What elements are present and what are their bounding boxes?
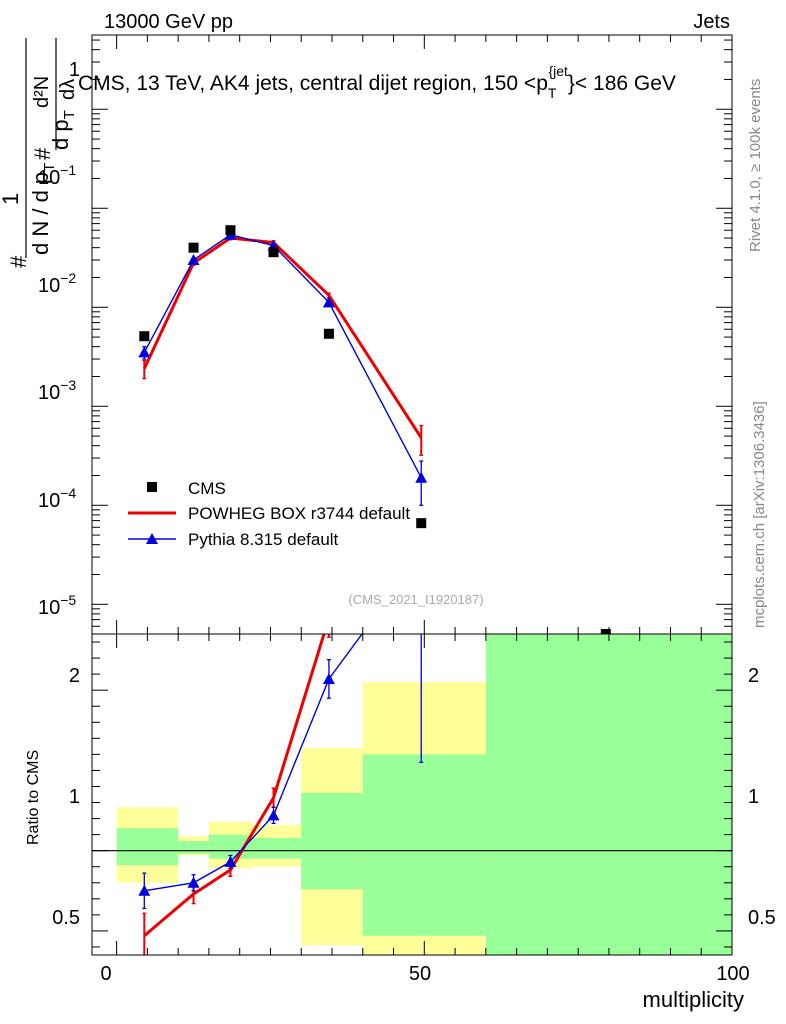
ratio-y-tick-label: 0.5 bbox=[52, 907, 80, 929]
cms-point bbox=[323, 328, 334, 339]
svg-text:dλ: dλ bbox=[57, 79, 79, 100]
main-y-tick-label-top: 1 bbox=[69, 59, 80, 81]
main-y-tick-label: 10−3 bbox=[38, 377, 76, 404]
pythia-point bbox=[415, 471, 428, 483]
main-y-tick-label: 10−1 bbox=[38, 162, 76, 189]
svg-text:#: # bbox=[30, 147, 55, 160]
cms-point bbox=[268, 247, 279, 258]
band-inner bbox=[301, 792, 363, 890]
cms-point-offscale bbox=[600, 629, 611, 634]
pythia-point bbox=[138, 346, 151, 358]
cms-point bbox=[188, 242, 199, 253]
powheg-ratio-line bbox=[143, 634, 326, 937]
main-y-tick-label: 10−2 bbox=[38, 270, 76, 297]
pythia-point bbox=[187, 254, 200, 266]
ratio-series bbox=[138, 548, 427, 955]
analysis-watermark: (CMS_2021_I1920187) bbox=[348, 592, 483, 607]
cms-point bbox=[416, 518, 427, 529]
category-label: Jets bbox=[693, 11, 730, 33]
ratio-panel-frame bbox=[91, 633, 733, 956]
ratio-y-tick-label: 1 bbox=[69, 786, 80, 808]
rivet-label: Rivet 4.1.0, ≥ 100k events bbox=[747, 79, 764, 252]
mcplots-label: mcplots.cern.ch [arXiv:1306.3436] bbox=[751, 401, 768, 628]
main-series bbox=[138, 225, 428, 529]
legend-marker-pythia bbox=[146, 533, 158, 544]
pythia-ratio-line bbox=[144, 634, 363, 892]
band-inner bbox=[178, 841, 209, 854]
pythia-line bbox=[143, 234, 422, 479]
band-inner bbox=[362, 754, 486, 936]
chart-title: CMS, 13 TeV, AK4 jets, central dijet reg… bbox=[78, 63, 676, 101]
pythia-point bbox=[322, 296, 335, 308]
x-axis-title: multiplicity bbox=[643, 987, 744, 1012]
main-y-tick-label: 10−5 bbox=[38, 592, 76, 619]
ratio-y-tick-label-right: 2 bbox=[748, 665, 759, 687]
main-y-tick-labels: 1 10−1 10−2 10−3 10−4 10−5 bbox=[38, 59, 80, 619]
ratio-y-tick-label-right: 0.5 bbox=[748, 907, 776, 929]
svg-text:d²N: d²N bbox=[31, 76, 53, 108]
main-y-tick-label: 10−4 bbox=[38, 485, 76, 512]
x-tick-label: 100 bbox=[716, 963, 749, 985]
pythia-ratio-point bbox=[187, 876, 200, 888]
main-y-axis-title: # 1 d N / d pT # d pT d²N dλ bbox=[0, 38, 79, 268]
uncertainty-bands bbox=[116, 634, 732, 955]
svg-text:d N / d pT: d N / d pT bbox=[28, 163, 58, 255]
pythia-ratio-point bbox=[415, 548, 427, 559]
axis-ticks bbox=[92, 35, 733, 955]
legend-marker-cms bbox=[147, 482, 157, 492]
x-tick-label: 0 bbox=[100, 963, 111, 985]
pythia-ratio-point bbox=[224, 855, 237, 867]
cms-point bbox=[139, 331, 150, 342]
legend: CMS POWHEG BOX r3744 default Pythia 8.31… bbox=[128, 479, 410, 549]
ratio-y-axis-title: Ratio to CMS bbox=[25, 750, 42, 845]
x-tick-label: 50 bbox=[409, 963, 431, 985]
legend-label-cms: CMS bbox=[188, 479, 226, 498]
ratio-y-tick-label-right: 1 bbox=[748, 786, 759, 808]
energy-label: 13000 GeV pp bbox=[104, 11, 233, 33]
band-inner bbox=[116, 828, 179, 866]
legend-label-pythia: Pythia 8.315 default bbox=[188, 530, 339, 549]
ratio-y-tick-label: 2 bbox=[69, 665, 80, 687]
pythia-ratio-point bbox=[138, 884, 151, 896]
legend-label-powheg: POWHEG BOX r3744 default bbox=[188, 504, 410, 523]
pythia-ratio-point bbox=[267, 809, 280, 821]
cms-point bbox=[225, 225, 236, 236]
x-tick-labels: 0 50 100 bbox=[100, 963, 749, 985]
band-inner bbox=[485, 634, 732, 955]
cms-overflow-markers bbox=[600, 629, 611, 634]
band-inner bbox=[252, 837, 302, 859]
svg-text:#: # bbox=[6, 255, 31, 268]
pythia-ratio-point bbox=[322, 672, 335, 684]
svg-text:d pT: d pT bbox=[48, 110, 78, 150]
svg-text:1: 1 bbox=[0, 193, 23, 205]
ratio-y-tick-labels: 0.5 1 2 0.5 1 2 bbox=[52, 665, 776, 929]
powheg-line bbox=[142, 236, 423, 439]
